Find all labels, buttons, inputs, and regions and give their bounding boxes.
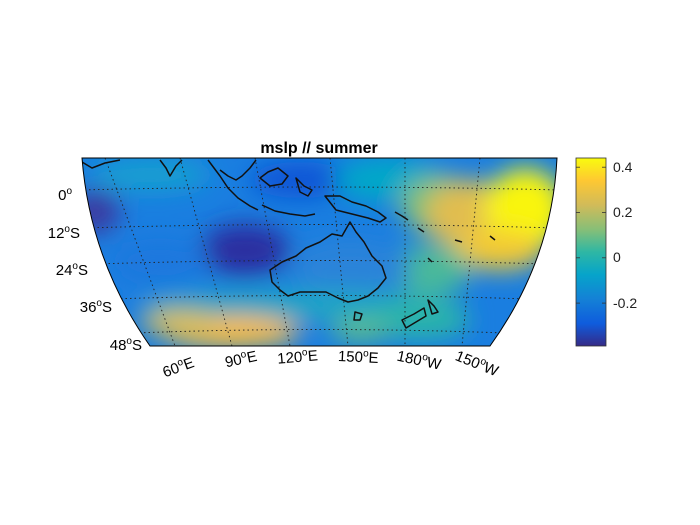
coastlines [82,159,496,329]
lat-label-36s: 36oS [80,298,112,316]
map-frame [81,157,558,347]
colorbar-tick-0-2: 0.2 [613,204,633,220]
lat-label-24s: 24oS [56,261,88,279]
colorbar-gradient [575,157,607,347]
lat-label-0: 0o [58,186,72,204]
latitude-labels: 0o 12oS 24oS 36oS 48oS [48,186,142,354]
lon-label-180w: 180oW [395,347,443,374]
lon-label-150e: 150oE [338,347,379,367]
lon-label-150w: 150oW [453,347,502,381]
lon-label-60e: 60oE [160,353,196,381]
lat-label-48s: 48oS [110,336,142,354]
lat-label-12s: 12oS [48,224,80,242]
longitude-labels: 60oE 90oE 120oE 150oE 180oW 150oW [160,346,502,381]
colorbar-tick-0-4: 0.4 [613,159,633,175]
colorbar: 0.4 0.2 0 -0.2 [575,157,637,347]
colorbar-tick-0: 0 [613,249,621,265]
graticule [82,158,557,346]
lon-label-90e: 90oE [223,347,258,371]
lon-label-120e: 120oE [277,346,319,367]
colorbar-ticks [576,166,606,304]
map-title: mslp // summer [260,140,377,157]
mslp-field [82,158,557,346]
colorbar-tick-neg-0-2: -0.2 [613,295,637,311]
